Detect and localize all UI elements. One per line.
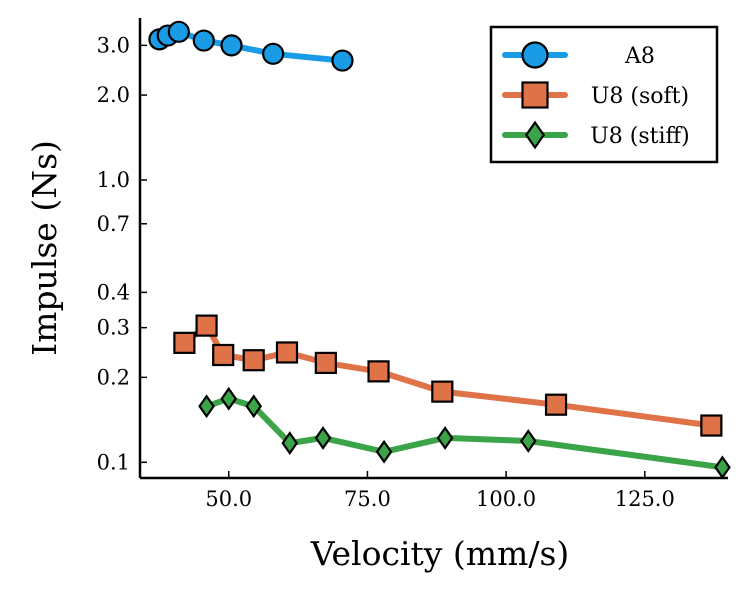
data-point-diamond	[281, 431, 299, 455]
data-point-square	[314, 351, 337, 375]
legend-swatch-marker	[524, 120, 546, 150]
data-point-square	[275, 341, 299, 364]
data-point-circle	[167, 20, 190, 43]
x-tick-label: 50.0	[205, 487, 252, 511]
y-tick-label: 1.0	[97, 168, 130, 192]
data-point-square	[367, 360, 390, 383]
x-axis-title: Velocity (mm/s)	[310, 534, 570, 573]
series-0	[148, 20, 354, 72]
y-tick-label: 0.3	[97, 316, 130, 340]
data-point-square	[173, 331, 196, 354]
y-tick-label: 3.0	[97, 33, 130, 57]
y-tick-label: 0.1	[97, 450, 130, 474]
y-tick-label: 2.0	[97, 83, 130, 107]
data-point-circle	[192, 29, 215, 52]
data-point-circle	[331, 49, 354, 72]
data-point-square	[544, 393, 568, 416]
x-tick-label: 75.0	[344, 487, 391, 511]
y-tick-label: 0.7	[97, 212, 130, 236]
data-point-diamond	[220, 386, 238, 411]
legend-swatch-marker	[521, 81, 549, 109]
series-1	[173, 314, 723, 437]
legend: A8 U8 (soft) U8 (stiff)	[489, 25, 719, 164]
data-point-diamond	[198, 394, 215, 419]
legend-label: U8 (soft)	[591, 84, 689, 109]
data-point-circle	[220, 34, 243, 57]
x-tick-label: 100.0	[476, 487, 536, 511]
series-line	[181, 322, 715, 429]
data-point-square	[195, 314, 218, 337]
data-point-diamond	[714, 455, 731, 480]
series-layer	[148, 20, 731, 480]
y-tick-label: 0.4	[97, 280, 130, 304]
legend-swatch-marker	[521, 41, 549, 69]
data-point-square	[700, 414, 723, 437]
x-tick-label: 125.0	[615, 487, 675, 511]
data-point-square	[431, 380, 454, 403]
y-tick-label: 0.2	[97, 365, 130, 389]
data-point-circle	[262, 42, 285, 65]
series-2	[198, 386, 731, 480]
data-point-diamond	[245, 394, 263, 419]
axes: 50.0 75.0 100.0 125.0 0.1 0.2 0.3 0.4 0.7 1.0 2.0 3…	[97, 18, 728, 511]
data-point-square	[242, 349, 265, 372]
data-point-diamond	[436, 426, 454, 450]
legend-label: U8 (stiff)	[590, 124, 690, 149]
data-point-diamond	[375, 439, 393, 464]
legend-label: A8	[624, 44, 655, 69]
data-point-diamond	[314, 426, 332, 450]
data-point-square	[212, 343, 235, 367]
y-axis-title: Impulse (Ns)	[25, 140, 64, 356]
data-point-diamond	[519, 429, 537, 453]
